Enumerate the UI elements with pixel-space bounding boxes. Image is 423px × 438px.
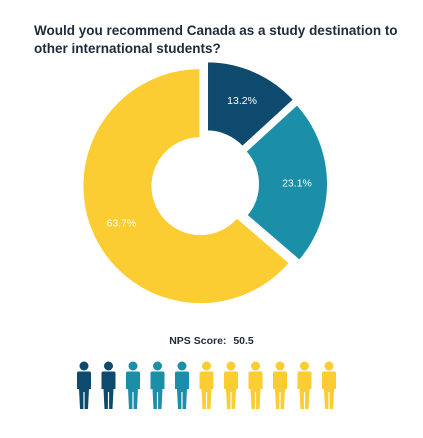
people-pictogram <box>77 361 336 409</box>
slice-label: 13.2% <box>227 95 257 107</box>
nps-label: NPS Score: <box>169 335 227 347</box>
pie-slice <box>206 60 296 149</box>
donut-chart: 13.2% 23.1% 63.7% <box>81 60 329 306</box>
chart-title: Would you recommend Canada as a study de… <box>34 23 398 56</box>
person-icon <box>224 361 238 409</box>
slice-label: 63.7% <box>106 217 136 229</box>
person-icon <box>126 361 140 409</box>
person-icon <box>101 361 116 409</box>
person-icon <box>297 361 312 409</box>
person-icon <box>199 361 214 409</box>
nps-score: NPS Score: 50.5 <box>0 335 423 347</box>
slice-label: 23.1% <box>282 178 312 190</box>
person-icon <box>273 361 287 409</box>
person-icon <box>248 361 263 409</box>
pie-slice <box>81 67 292 306</box>
person-icon <box>322 361 336 409</box>
person-icon <box>150 361 165 409</box>
person-icon <box>77 361 91 409</box>
pie-slice <box>243 102 329 263</box>
nps-value: 50.5 <box>233 335 254 347</box>
person-icon <box>175 361 189 409</box>
